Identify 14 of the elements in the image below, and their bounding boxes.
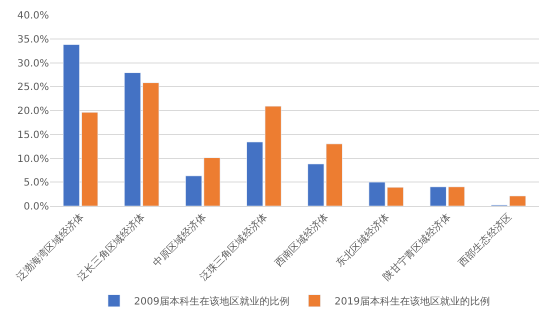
x-tick-label: 东北区域经济体 — [334, 211, 392, 270]
y-tick-label: 25.0% — [17, 82, 49, 94]
y-tick-label: 30.0% — [17, 58, 49, 70]
y-tick-label: 35.0% — [17, 34, 49, 46]
legend-label: 2019届本科生在该地区就业的比例 — [334, 296, 490, 308]
legend-label: 2009届本科生在该地区就业的比例 — [134, 296, 290, 308]
x-tick-label: 西部生态经济区 — [456, 211, 514, 270]
y-tick-label: 40.0% — [17, 10, 49, 22]
y-tick-label: 10.0% — [17, 154, 49, 165]
y-tick-label: 20.0% — [17, 106, 49, 117]
y-tick-label: 15.0% — [17, 130, 49, 141]
y-tick-label: 5.0% — [24, 178, 49, 189]
y-tick-label: 0.0% — [24, 202, 49, 212]
x-tick-label: 西南区域经济体 — [272, 211, 331, 270]
